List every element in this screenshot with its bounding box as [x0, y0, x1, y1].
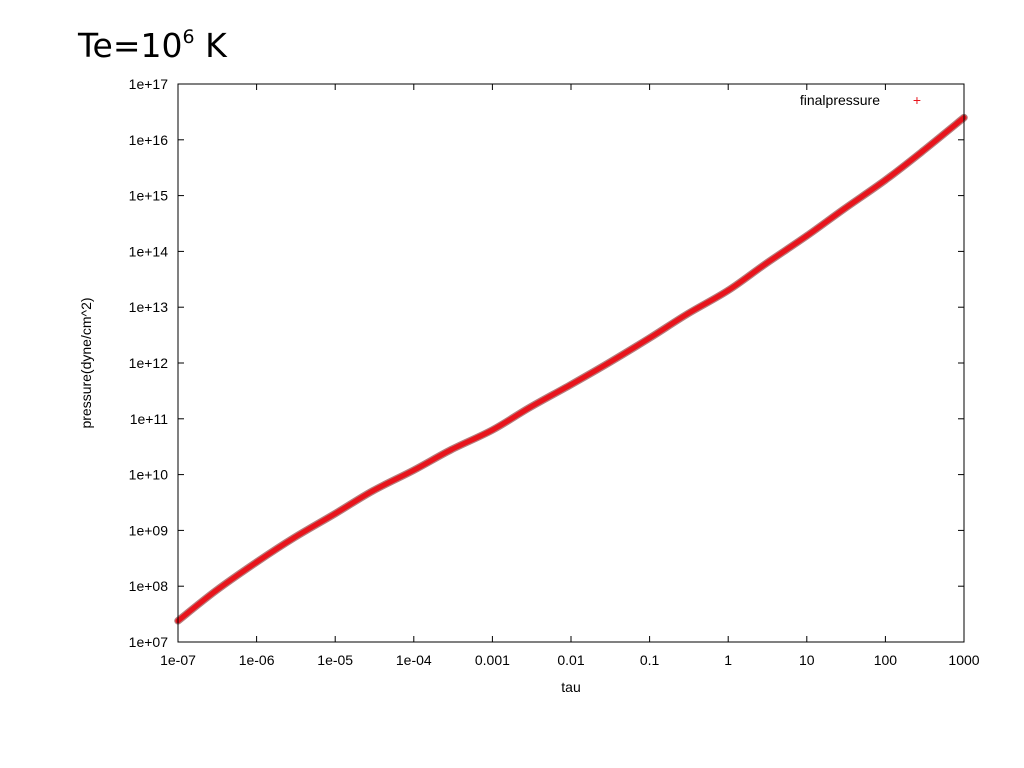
- data-point: [684, 311, 690, 317]
- x-tick-label: 1e-05: [317, 652, 353, 668]
- x-tick-label: 100: [874, 652, 898, 668]
- x-tick-label: 1000: [948, 652, 979, 668]
- data-point: [920, 148, 926, 154]
- y-tick-label: 1e+16: [129, 132, 169, 148]
- data-point: [725, 288, 731, 293]
- x-tick-label: 1e-07: [160, 652, 196, 668]
- data-point: [883, 177, 888, 183]
- data-point: [332, 511, 338, 517]
- data-point: [370, 488, 376, 494]
- axis-ticks: [177, 83, 965, 643]
- x-tick-label: 0.001: [475, 652, 510, 668]
- data-point: [763, 261, 769, 267]
- data-point: [448, 447, 454, 453]
- y-tick-label: 1e+10: [129, 467, 169, 483]
- x-axis-label: tau: [561, 679, 580, 695]
- data-point: [527, 405, 533, 410]
- y-axis-label: pressure(dyne/cm^2): [78, 297, 94, 428]
- y-tick-label: 1e+08: [129, 578, 169, 594]
- data-point: [213, 588, 218, 594]
- legend-marker-plus: +: [913, 92, 921, 108]
- data-point: [647, 335, 652, 341]
- data-point: [568, 382, 574, 388]
- series-layer: [174, 113, 968, 625]
- data-point: [291, 535, 297, 541]
- legend: finalpressure +: [800, 92, 921, 108]
- legend-label-finalpressure: finalpressure: [800, 92, 880, 108]
- y-tick-label: 1e+14: [129, 243, 169, 259]
- data-point: [254, 559, 259, 565]
- y-tick-label: 1e+09: [129, 522, 169, 538]
- title-exponent: 6: [182, 26, 195, 48]
- series-line-shadow: [174, 113, 968, 625]
- data-point: [841, 206, 847, 212]
- title-base: Te=10: [78, 26, 183, 65]
- x-tick-label: 1e-04: [396, 652, 432, 668]
- y-tick-label: 1e+17: [129, 76, 169, 92]
- tick-labels: 1e-07 1e-06 1e-05 1e-04 0.001 0.01 0.1 1 10 100 10…: [129, 76, 980, 668]
- data-point: [490, 427, 495, 433]
- y-tick-label: 1e+11: [130, 411, 168, 427]
- series-line-finalpressure: [175, 115, 967, 624]
- y-tick-label: 1e+12: [129, 355, 169, 371]
- data-point: [606, 360, 611, 366]
- y-tick-label: 1e+13: [129, 299, 169, 315]
- data-point: [411, 467, 417, 473]
- x-tick-label: 0.1: [640, 652, 660, 668]
- y-tick-label: 1e+15: [129, 188, 169, 204]
- plot-frame: [177, 83, 965, 643]
- title-unit: K: [194, 26, 227, 65]
- x-tick-label: 1: [724, 652, 732, 668]
- y-tick-label: 1e+07: [129, 634, 169, 650]
- x-tick-label: 10: [799, 652, 815, 668]
- x-tick-label: 1e-06: [239, 652, 275, 668]
- slide-title: Te=106 K: [78, 26, 227, 65]
- data-point: [804, 233, 810, 239]
- x-tick-label: 0.01: [557, 652, 584, 668]
